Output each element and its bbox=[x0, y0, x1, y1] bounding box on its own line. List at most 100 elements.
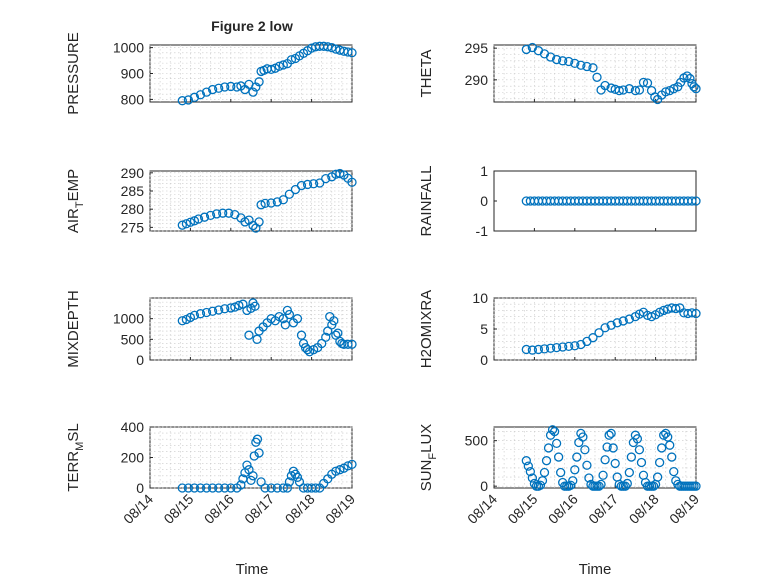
data-point bbox=[278, 60, 288, 70]
data-point bbox=[521, 344, 531, 355]
data-point bbox=[248, 87, 258, 97]
data-point bbox=[207, 306, 218, 316]
y-tick-label: 275 bbox=[121, 219, 145, 235]
data-point bbox=[533, 344, 544, 355]
data-point bbox=[282, 483, 293, 493]
data-point bbox=[671, 303, 681, 314]
data-point bbox=[302, 345, 313, 355]
x-tick-label: 08/17 bbox=[585, 491, 621, 527]
data-point bbox=[296, 180, 307, 191]
data-point bbox=[226, 81, 236, 92]
data-point bbox=[624, 467, 634, 478]
x-tick-label: 08/15 bbox=[160, 491, 196, 527]
data-point bbox=[181, 219, 192, 229]
data-point bbox=[343, 47, 353, 57]
data-point bbox=[650, 92, 660, 102]
data-point bbox=[252, 334, 262, 344]
data-point bbox=[661, 87, 671, 97]
data-point bbox=[335, 465, 345, 475]
data-point bbox=[343, 461, 353, 471]
y-tick-label: 290 bbox=[121, 165, 145, 181]
data-point bbox=[539, 344, 550, 354]
data-point bbox=[596, 479, 606, 490]
y-tick-label: 280 bbox=[121, 201, 145, 217]
data-point bbox=[201, 87, 212, 97]
x-tick-label: 08/16 bbox=[201, 491, 237, 527]
x-tick-label: 08/16 bbox=[545, 491, 581, 527]
data-point bbox=[558, 342, 568, 352]
data-point bbox=[566, 480, 576, 490]
data-point bbox=[622, 478, 632, 489]
y-tick-label: 0 bbox=[480, 193, 488, 209]
x-tick-label: 08/17 bbox=[241, 491, 277, 527]
data-point bbox=[189, 483, 200, 493]
y-axis-label-1: THETA bbox=[418, 49, 435, 97]
data-point bbox=[543, 443, 554, 453]
data-point bbox=[347, 48, 357, 58]
data-point bbox=[292, 472, 303, 482]
x-tick-label: 08/18 bbox=[282, 491, 318, 527]
data-point bbox=[638, 77, 649, 88]
y-tick-label: 285 bbox=[121, 183, 145, 199]
data-point bbox=[691, 481, 701, 491]
data-point bbox=[331, 466, 341, 476]
y-tick-label: 900 bbox=[121, 66, 145, 82]
data-point bbox=[296, 330, 307, 340]
data-point bbox=[551, 438, 562, 449]
data-point bbox=[624, 84, 634, 94]
data-point bbox=[201, 307, 212, 318]
data-point bbox=[310, 483, 321, 493]
data-point bbox=[551, 54, 562, 65]
data-point bbox=[226, 303, 236, 313]
subplot-theta: 290 295 THETA bbox=[418, 40, 701, 105]
data-point bbox=[254, 217, 264, 227]
data-point bbox=[199, 212, 210, 222]
data-point bbox=[691, 84, 701, 94]
data-point bbox=[553, 452, 564, 462]
data-point bbox=[286, 55, 297, 65]
data-point bbox=[234, 300, 244, 311]
data-point bbox=[612, 318, 622, 328]
data-point bbox=[594, 328, 604, 338]
data-point bbox=[185, 217, 196, 227]
data-point bbox=[230, 302, 240, 312]
data-point bbox=[246, 475, 256, 486]
data-point bbox=[244, 330, 254, 340]
data-point bbox=[606, 320, 616, 330]
data-point bbox=[347, 177, 357, 187]
x-tick-label: 08/18 bbox=[626, 491, 662, 527]
subplot-air-temp: 275 280 285 290 AIRTEMP bbox=[65, 165, 357, 235]
data-point bbox=[551, 342, 562, 353]
data-point bbox=[576, 60, 586, 70]
data-point bbox=[556, 467, 566, 478]
y-axis-label-4: MIXDEPTH bbox=[65, 290, 82, 368]
data-point bbox=[594, 481, 604, 491]
data-point bbox=[606, 428, 616, 439]
y-tick-label: 1 bbox=[480, 163, 488, 179]
y-axis-label-7: SUNFLUX bbox=[418, 424, 439, 492]
data-point bbox=[654, 457, 665, 468]
data-point bbox=[582, 460, 592, 470]
data-point bbox=[292, 314, 303, 324]
data-point bbox=[195, 309, 206, 319]
data-point bbox=[624, 314, 634, 324]
data-point bbox=[220, 82, 230, 92]
data-point bbox=[685, 73, 695, 84]
data-point bbox=[308, 179, 319, 189]
data-point bbox=[580, 445, 590, 455]
data-point bbox=[610, 458, 620, 469]
data-point bbox=[315, 178, 325, 188]
x-axis-label-left: Time bbox=[236, 561, 269, 578]
data-point bbox=[252, 434, 263, 444]
data-point bbox=[278, 195, 288, 205]
y-tick-label: 0 bbox=[136, 480, 144, 496]
y-tick-label: 500 bbox=[121, 331, 145, 347]
data-point bbox=[578, 432, 588, 442]
data-point bbox=[286, 471, 297, 481]
data-point bbox=[626, 452, 637, 462]
data-point bbox=[226, 483, 236, 493]
data-point bbox=[669, 466, 679, 477]
data-point bbox=[691, 196, 701, 206]
